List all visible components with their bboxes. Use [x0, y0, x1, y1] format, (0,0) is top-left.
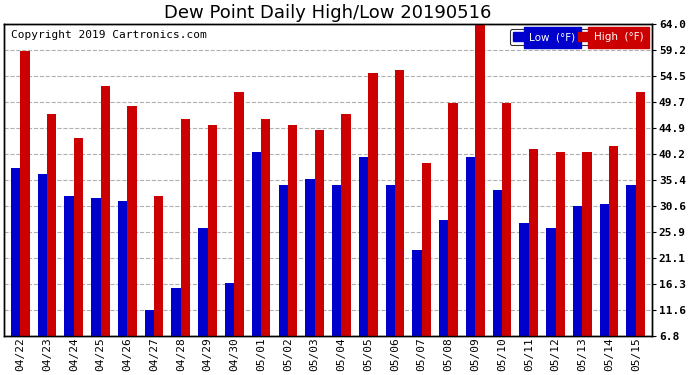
Bar: [475, 24, 484, 336]
Text: Copyright 2019 Cartronics.com: Copyright 2019 Cartronics.com: [10, 30, 206, 40]
Bar: [422, 163, 431, 336]
Bar: [261, 119, 270, 336]
Bar: [101, 87, 110, 336]
Bar: [118, 201, 127, 336]
Bar: [315, 130, 324, 336]
Bar: [635, 92, 645, 336]
Bar: [493, 190, 502, 336]
Bar: [368, 73, 377, 336]
Bar: [413, 250, 422, 336]
Bar: [279, 184, 288, 336]
Bar: [288, 124, 297, 336]
Bar: [154, 195, 164, 336]
Bar: [342, 114, 351, 336]
Bar: [11, 168, 20, 336]
Bar: [439, 220, 449, 336]
Bar: [502, 103, 511, 336]
Bar: [305, 179, 315, 336]
Bar: [198, 228, 208, 336]
Bar: [582, 152, 591, 336]
Bar: [38, 174, 47, 336]
Bar: [529, 149, 538, 336]
Bar: [600, 204, 609, 336]
Bar: [466, 158, 475, 336]
Title: Dew Point Daily High/Low 20190516: Dew Point Daily High/Low 20190516: [164, 4, 492, 22]
Bar: [208, 124, 217, 336]
Bar: [235, 92, 244, 336]
Bar: [332, 184, 342, 336]
Bar: [555, 152, 565, 336]
Bar: [64, 195, 74, 336]
Bar: [181, 119, 190, 336]
Bar: [395, 70, 404, 336]
Bar: [74, 138, 83, 336]
Bar: [20, 51, 30, 336]
Bar: [127, 105, 137, 336]
Bar: [252, 152, 261, 336]
Bar: [448, 103, 458, 336]
Bar: [359, 158, 368, 336]
Bar: [47, 114, 57, 336]
Bar: [171, 288, 181, 336]
Bar: [225, 283, 235, 336]
Legend: Low  (°F), High  (°F): Low (°F), High (°F): [511, 29, 647, 45]
Bar: [546, 228, 555, 336]
Bar: [145, 310, 154, 336]
Bar: [91, 198, 101, 336]
Bar: [627, 184, 635, 336]
Bar: [609, 147, 618, 336]
Bar: [573, 206, 582, 336]
Bar: [386, 184, 395, 336]
Bar: [520, 223, 529, 336]
